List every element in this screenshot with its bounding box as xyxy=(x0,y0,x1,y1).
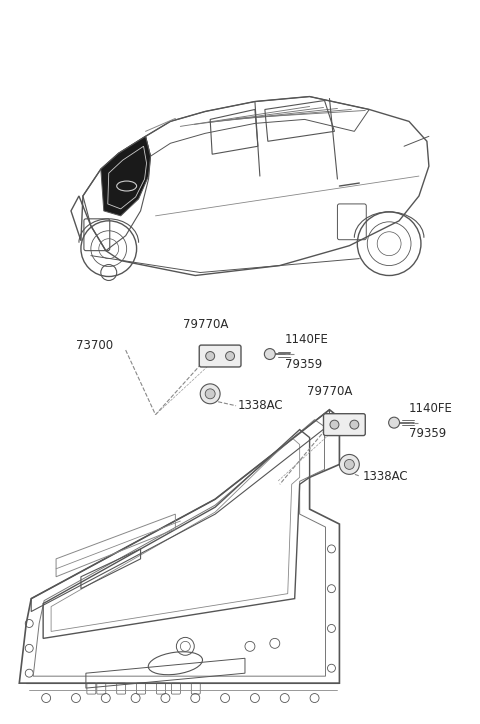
Text: 79359: 79359 xyxy=(285,358,322,371)
FancyBboxPatch shape xyxy=(356,418,364,431)
Text: 79770A: 79770A xyxy=(307,384,352,397)
Text: 79770A: 79770A xyxy=(182,318,228,331)
Circle shape xyxy=(206,352,215,361)
Circle shape xyxy=(205,389,215,399)
FancyBboxPatch shape xyxy=(232,350,240,362)
FancyBboxPatch shape xyxy=(330,418,338,431)
Circle shape xyxy=(350,420,359,429)
FancyBboxPatch shape xyxy=(324,413,365,436)
Circle shape xyxy=(389,417,399,428)
Circle shape xyxy=(344,460,354,469)
FancyBboxPatch shape xyxy=(199,345,241,367)
FancyBboxPatch shape xyxy=(206,350,214,362)
Text: 1140FE: 1140FE xyxy=(285,333,329,346)
Circle shape xyxy=(200,384,220,404)
Text: 73700: 73700 xyxy=(76,339,113,352)
Polygon shape xyxy=(101,136,151,216)
Text: 1338AC: 1338AC xyxy=(238,399,284,412)
Circle shape xyxy=(226,352,235,361)
Circle shape xyxy=(339,455,360,474)
Circle shape xyxy=(264,348,276,360)
Text: 1140FE: 1140FE xyxy=(409,402,453,415)
Text: 79359: 79359 xyxy=(409,426,446,439)
Circle shape xyxy=(330,420,339,429)
Text: 1338AC: 1338AC xyxy=(362,470,408,483)
